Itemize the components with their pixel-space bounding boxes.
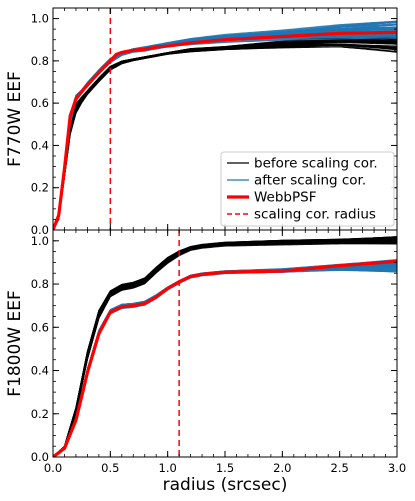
- legend-label: before scaling cor.: [254, 156, 378, 172]
- series-line: [53, 263, 397, 457]
- series-line: [53, 263, 397, 457]
- x-axis-label: radius (srcsec): [163, 475, 288, 495]
- series-line: [53, 262, 397, 457]
- y-axis-label: F1800W EEF: [5, 290, 25, 397]
- series-line: [53, 262, 397, 457]
- series-line: [53, 241, 397, 457]
- legend: before scaling cor.after scaling cor.Web…: [220, 151, 395, 227]
- legend-label: WebbPSF: [254, 190, 316, 206]
- series-line: [53, 242, 397, 457]
- x-tick-label: 1.5: [216, 461, 234, 475]
- series-line: [53, 268, 397, 457]
- series-line: [53, 262, 397, 457]
- series-line: [53, 269, 397, 457]
- series-line: [53, 266, 397, 457]
- x-tick-label: 0.5: [101, 461, 119, 475]
- series-line: [53, 266, 397, 457]
- series-line: [53, 241, 397, 457]
- series-line: [53, 260, 397, 457]
- panel-top: 0.0 0.2 0.4 0.6 0.8 1.0 F770W EEF before scalin…: [5, 7, 398, 237]
- y-tick-label: 0.6: [31, 320, 49, 334]
- y-tick-label: 1.0: [31, 12, 49, 26]
- y-tick-label: 0.2: [31, 407, 49, 421]
- series-line: [53, 268, 397, 457]
- series-line: [53, 265, 397, 457]
- x-tick-label: 2.0: [273, 461, 291, 475]
- series-line: [53, 269, 397, 457]
- series-line: [53, 265, 397, 457]
- legend-label: after scaling cor.: [254, 173, 366, 189]
- ticks-bottom: 0.0 0.5 1.0 1.5 2.0 2.5 3.0 0.0 0.2 0.4 0.6 0.8 1.0: [31, 230, 406, 475]
- series-line: [53, 241, 397, 457]
- series-line: [53, 266, 397, 457]
- series-line: [53, 259, 397, 457]
- series-line: [53, 263, 397, 457]
- series-line: [53, 267, 397, 457]
- series-line: [53, 269, 397, 457]
- series-line: [53, 242, 397, 457]
- series-line: [53, 264, 397, 457]
- plot-area-bottom: [53, 236, 397, 457]
- series-band-before-scaling-cor-: [53, 236, 397, 457]
- series-line: [53, 269, 397, 457]
- series-line: [53, 258, 397, 457]
- series-line: [53, 266, 397, 457]
- y-tick-label: 0.0: [31, 223, 49, 237]
- y-axis-label: F770W EEF: [5, 71, 25, 167]
- y-tick-label: 0.0: [31, 450, 49, 464]
- series-line: [53, 262, 397, 457]
- series-line: [53, 264, 397, 457]
- series-line: [53, 240, 397, 457]
- series-line: [53, 269, 397, 457]
- series-band-after-scaling-cor-: [53, 258, 397, 457]
- series-line: [53, 260, 397, 457]
- series-line: [53, 265, 397, 457]
- y-tick-label: 0.4: [31, 138, 49, 152]
- series-line: [53, 262, 397, 457]
- series-line: [53, 266, 397, 457]
- x-tick-label: 3.0: [388, 461, 406, 475]
- series-line: [53, 261, 397, 457]
- series-line: [53, 260, 397, 457]
- series-line: [53, 264, 397, 457]
- x-tick-label: 2.5: [331, 461, 349, 475]
- series-line: [53, 242, 397, 457]
- series-line: [53, 265, 397, 457]
- legend-frame: [220, 151, 395, 227]
- series-line: [53, 242, 397, 457]
- series-line: [53, 269, 397, 457]
- series-line: [53, 242, 397, 457]
- series-line: [53, 264, 397, 457]
- y-tick-label: 0.2: [31, 181, 49, 195]
- series-line: [53, 263, 397, 457]
- series-line: [53, 264, 397, 457]
- series-line: [53, 242, 397, 457]
- series-line: [53, 263, 397, 457]
- y-tick-label: 0.8: [31, 54, 49, 68]
- ticks-top: 0.0 0.2 0.4 0.6 0.8 1.0: [31, 8, 398, 237]
- series-line: [53, 241, 397, 457]
- panel-bottom: 0.0 0.5 1.0 1.5 2.0 2.5 3.0 0.0 0.2 0.4 0.6 0.8 1.0 F…: [5, 229, 406, 495]
- y-tick-label: 1.0: [31, 234, 49, 248]
- series-line-webbpsf: [53, 259, 397, 457]
- series-line: [53, 242, 397, 457]
- x-tick-label: 1.0: [159, 461, 177, 475]
- series-line: [53, 266, 397, 457]
- series-line: [53, 241, 397, 457]
- series-line: [53, 242, 397, 457]
- series-line: [53, 259, 397, 457]
- series-line: [53, 261, 397, 457]
- y-tick-label: 0.4: [31, 364, 49, 378]
- x-tick-label: 0.0: [44, 461, 62, 475]
- y-tick-label: 0.6: [31, 96, 49, 110]
- legend-label: scaling cor. radius: [254, 207, 376, 223]
- series-line: [53, 267, 397, 457]
- series-line: [53, 261, 397, 457]
- y-tick-label: 0.8: [31, 277, 49, 291]
- series-line: [53, 263, 397, 457]
- series-line: [53, 243, 397, 457]
